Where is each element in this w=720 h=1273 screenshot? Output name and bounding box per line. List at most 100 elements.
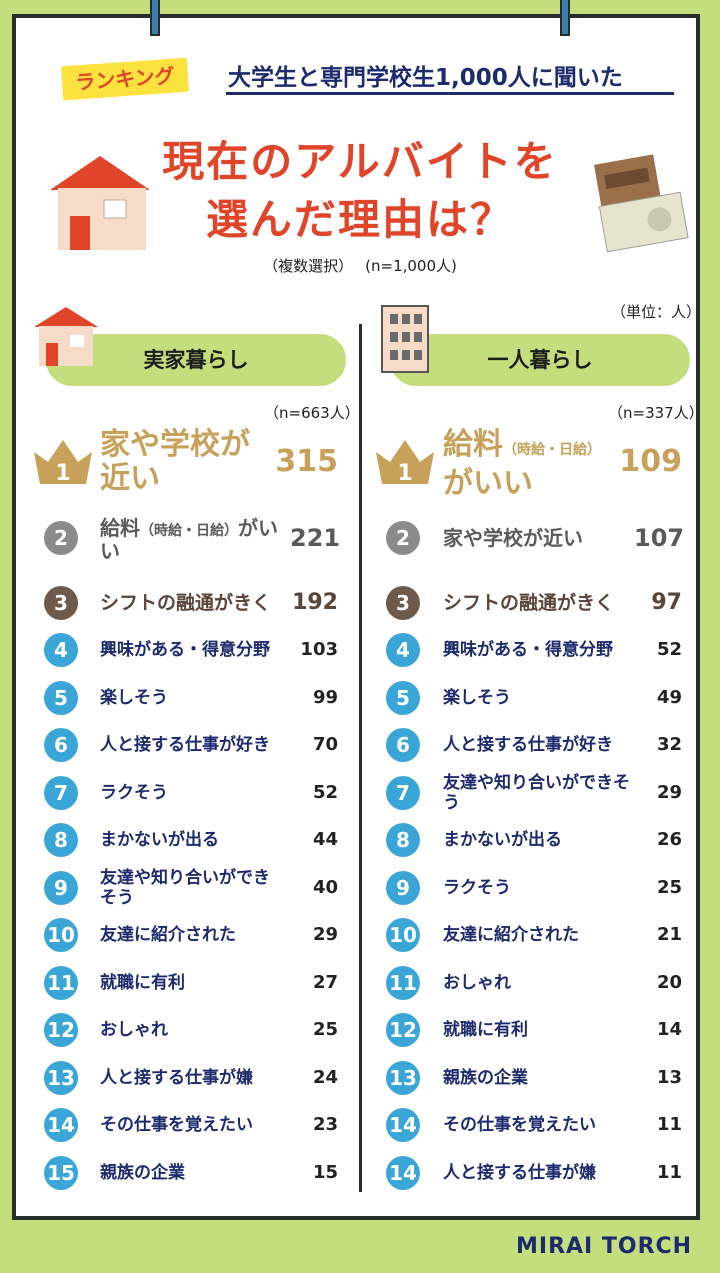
first-place-crown-icon: 1	[376, 440, 434, 486]
reason-label: 就職に有利	[100, 973, 185, 993]
rank-badge: 10	[44, 918, 78, 952]
rank-badge: 14	[44, 1108, 78, 1142]
reason-label: 興味がある・得意分野	[443, 640, 613, 660]
reason-value: 70	[312, 734, 338, 755]
reason-value: 21	[656, 924, 682, 945]
reason-label: シフトの融通がきく	[100, 592, 272, 614]
reason-label: 親族の企業	[443, 1068, 528, 1088]
reason-value: 315	[275, 444, 338, 479]
salary-money-illustration	[594, 154, 689, 253]
reason-value: 221	[290, 524, 341, 552]
rank-badge: 4	[386, 633, 420, 667]
rank-badge: 3	[386, 586, 420, 620]
binder-clip	[150, 0, 160, 36]
reason-label: まかないが出る	[443, 830, 562, 850]
rank-badge: 9	[44, 871, 78, 905]
reason-label: 親族の企業	[100, 1163, 185, 1183]
subtitle-underline	[226, 92, 674, 95]
rank-badge: 10	[386, 918, 420, 952]
reason-value: 25	[656, 877, 682, 898]
unit-note: （単位：人）	[611, 303, 702, 321]
reason-label: おしゃれ	[100, 1020, 168, 1040]
rank-badge: 5	[44, 681, 78, 715]
reason-label: 楽しそう	[443, 688, 511, 708]
total-sample-note: (n=1,000人)	[365, 257, 457, 275]
column-divider	[359, 324, 362, 1192]
small-house-icon	[34, 307, 98, 366]
reason-value: 20	[656, 972, 682, 993]
rank-badge: 14	[386, 1156, 420, 1190]
house-illustration	[50, 156, 150, 250]
reason-value: 109	[619, 444, 682, 479]
reason-label: 就職に有利	[443, 1020, 528, 1040]
rank-badge: 15	[44, 1156, 78, 1190]
reason-value: 27	[312, 972, 338, 993]
reason-value: 25	[312, 1019, 338, 1040]
reason-label: 楽しそう	[100, 688, 168, 708]
reason-value: 99	[312, 687, 338, 708]
rank-badge: 8	[386, 823, 420, 857]
rank-badge: 8	[44, 823, 78, 857]
rank-badge: 7	[386, 776, 420, 810]
rank-badge: 9	[386, 871, 420, 905]
reason-label: 友達に紹介された	[443, 925, 579, 945]
reason-value: 13	[656, 1067, 682, 1088]
main-title-line1: 現在のアルバイトを	[162, 137, 558, 186]
reason-value: 49	[656, 687, 682, 708]
reason-label: 人と接する仕事が好き	[443, 735, 613, 755]
reason-value: 23	[312, 1114, 338, 1135]
reason-value: 29	[656, 782, 682, 803]
label-note: （時給・日給）	[503, 442, 601, 458]
reason-value: 107	[634, 524, 685, 552]
main-title-line2: 選んだ理由は？	[205, 195, 514, 244]
rank-badge: 11	[386, 966, 420, 1000]
reason-value: 15	[312, 1162, 338, 1183]
rank-badge: 4	[44, 633, 78, 667]
rank-number: 1	[397, 461, 412, 486]
reason-label: 家や学校が近い	[100, 427, 250, 496]
multi-select-note: （複数選択）	[263, 257, 354, 275]
reason-value: 192	[292, 590, 338, 615]
reason-label: 興味がある・得意分野	[100, 640, 270, 660]
rank-badge: 6	[386, 728, 420, 762]
sample-size-family: （n=663人）	[264, 404, 360, 422]
reason-value: 11	[656, 1162, 682, 1183]
reason-label: その仕事を覚えたい	[443, 1115, 596, 1135]
apartment-building-icon	[381, 305, 429, 373]
rank-badge: 13	[44, 1061, 78, 1095]
rank-badge: 7	[44, 776, 78, 810]
reason-label: 給料（時給・日給）がいい	[100, 516, 278, 563]
reason-label: 友達に紹介された	[100, 925, 236, 945]
reason-value: 24	[312, 1067, 338, 1088]
group-pill-living-alone: 一人暮らし	[390, 334, 690, 386]
rank-badge: 6	[44, 728, 78, 762]
rank-badge: 2	[386, 521, 420, 555]
rank-badge: 12	[386, 1013, 420, 1047]
reason-label: シフトの融通がきく	[443, 592, 615, 614]
reason-value: 14	[656, 1019, 682, 1040]
reason-label: 友達や知り合いができそう	[100, 868, 270, 908]
reason-label: 人と接する仕事が嫌	[443, 1163, 596, 1183]
rank-badge: 11	[44, 966, 78, 1000]
rank-badge: 2	[44, 521, 78, 555]
reason-label: 人と接する仕事が嫌	[100, 1068, 253, 1088]
reason-label: まかないが出る	[100, 830, 219, 850]
binder-clip	[560, 0, 570, 36]
reason-value: 52	[656, 639, 682, 660]
brand-logo: MIRAI TORCH	[516, 1234, 693, 1259]
reason-label: その仕事を覚えたい	[100, 1115, 253, 1135]
reason-label: 友達や知り合いができそう	[443, 773, 630, 813]
reason-value: 52	[312, 782, 338, 803]
label-note: （時給・日給）	[140, 523, 238, 539]
reason-value: 97	[651, 590, 682, 615]
reason-value: 103	[300, 639, 338, 660]
reason-label: 家や学校が近い	[443, 526, 583, 550]
reason-label: おしゃれ	[443, 973, 511, 993]
rank-badge: 14	[386, 1108, 420, 1142]
reason-label: ラクそう	[100, 783, 168, 803]
rank-badge: 5	[386, 681, 420, 715]
reason-value: 40	[312, 877, 338, 898]
rank-badge: 13	[386, 1061, 420, 1095]
reason-label: ラクそう	[443, 878, 511, 898]
sample-size-alone: （n=337人）	[608, 404, 704, 422]
